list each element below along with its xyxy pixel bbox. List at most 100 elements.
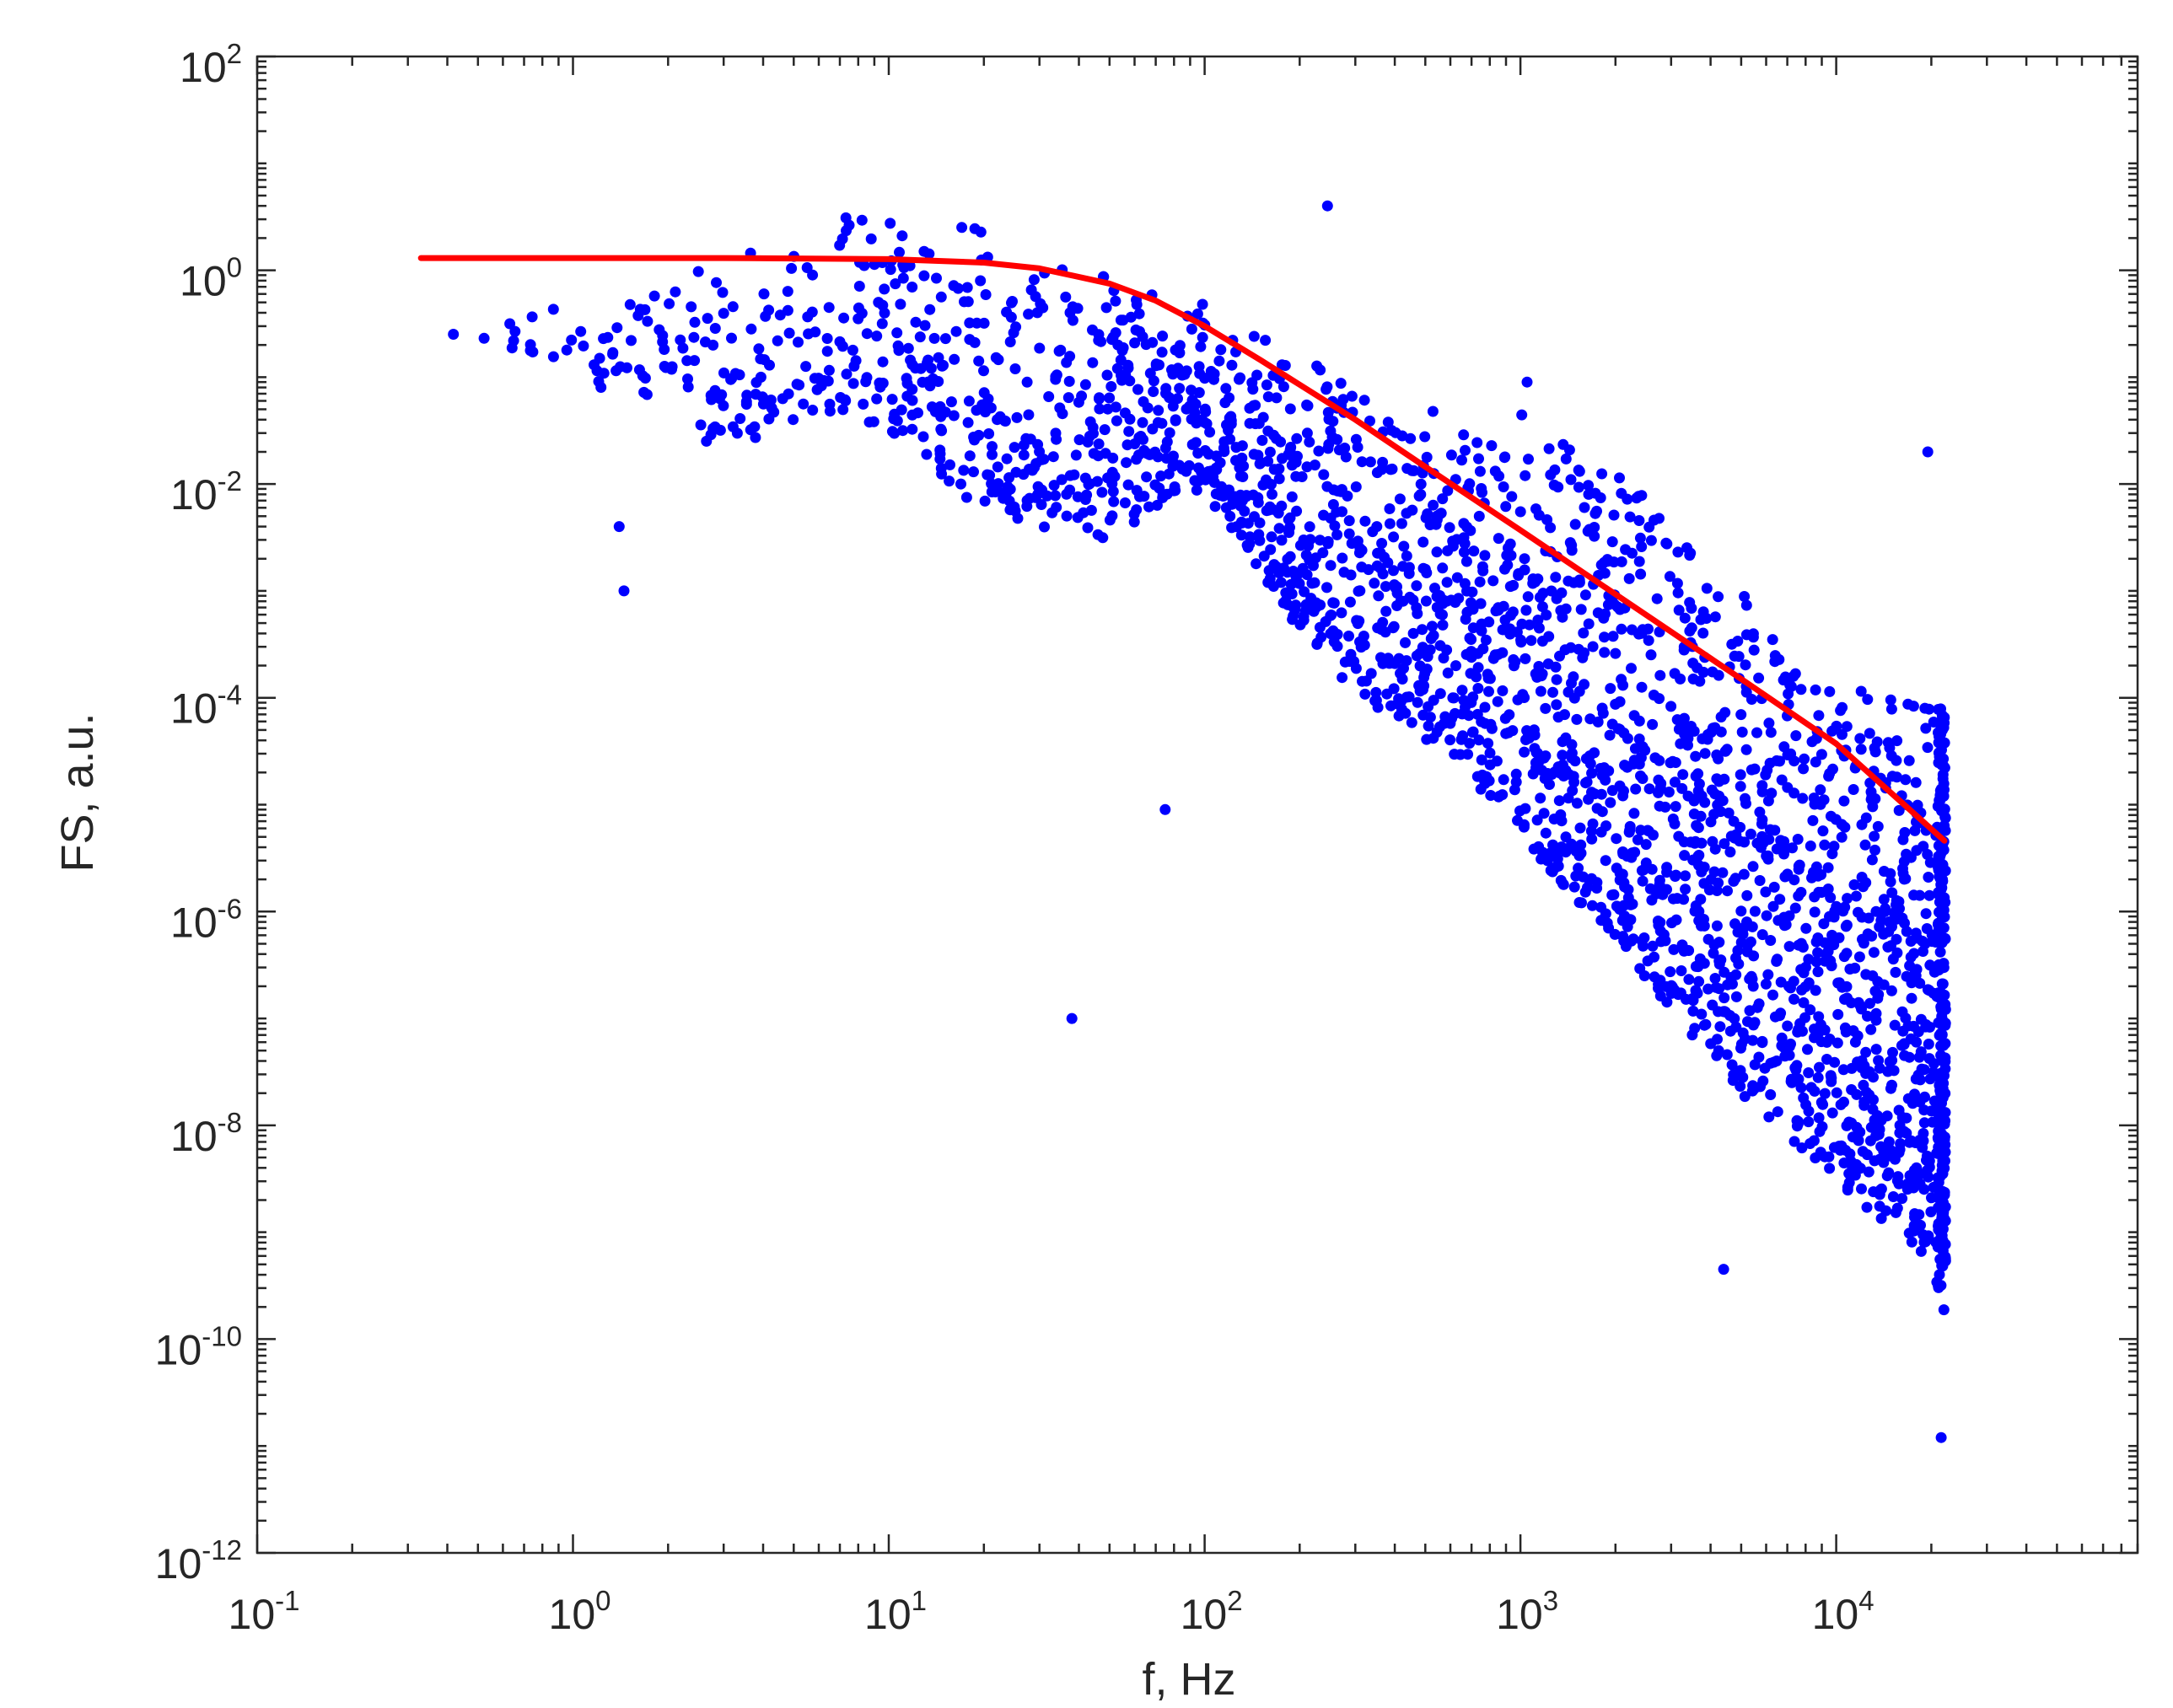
scatter-point	[547, 351, 559, 363]
scatter-point	[1643, 783, 1655, 795]
scatter-point	[1886, 887, 1898, 899]
scatter-point	[1707, 722, 1718, 734]
scatter-point	[1729, 918, 1740, 930]
scatter-point	[1934, 1097, 1946, 1109]
scatter-point	[1828, 911, 1840, 923]
scatter-point	[1854, 733, 1866, 744]
scatter-point	[686, 301, 697, 313]
scatter-point	[1848, 879, 1860, 890]
scatter-point	[1939, 1201, 1951, 1213]
scatter-point	[1291, 432, 1303, 444]
scatter-point	[1682, 733, 1694, 744]
scatter-point	[1812, 870, 1824, 882]
scatter-point	[1635, 568, 1647, 580]
scatter-point	[1799, 753, 1810, 765]
scatter-point	[1050, 490, 1061, 502]
scatter-point	[1554, 650, 1565, 662]
scatter-point	[705, 389, 717, 401]
scatter-point	[1829, 1056, 1841, 1068]
scatter-point	[1531, 814, 1543, 826]
scatter-point	[1774, 894, 1786, 905]
scatter-point	[1933, 1217, 1944, 1229]
scatter-point	[992, 414, 1003, 426]
scatter-point	[1740, 792, 1751, 804]
scatter-point	[1327, 416, 1339, 427]
scatter-point	[1364, 415, 1375, 427]
scatter-point	[1343, 528, 1355, 540]
scatter-point	[1711, 749, 1723, 760]
scatter-point	[1805, 1138, 1816, 1149]
scatter-point	[1898, 1039, 1910, 1050]
scatter-point	[1458, 429, 1470, 441]
scatter-point	[1823, 771, 1835, 782]
scatter-point	[1401, 691, 1412, 703]
scatter-point	[1367, 526, 1379, 538]
scatter-point	[1923, 1039, 1934, 1050]
scatter-point	[1476, 561, 1488, 572]
scatter-point	[1551, 593, 1563, 604]
scatter-point	[1565, 474, 1577, 486]
scatter-point	[731, 427, 743, 439]
scatter-point	[1643, 521, 1655, 533]
scatter-point	[1707, 835, 1718, 847]
scatter-point	[1630, 783, 1642, 795]
scatter-point	[1643, 623, 1654, 635]
scatter-point	[648, 290, 660, 302]
scatter-point	[1382, 416, 1394, 428]
scatter-point	[961, 282, 973, 293]
scatter-point	[1708, 948, 1719, 959]
scatter-point	[1592, 607, 1604, 619]
scatter-point	[912, 407, 923, 419]
scatter-point	[1782, 749, 1794, 760]
scatter-point	[1119, 497, 1131, 508]
scatter-point	[1501, 550, 1513, 561]
scatter-point	[1509, 656, 1521, 668]
scatter-point	[1523, 733, 1535, 744]
scatter-point	[836, 233, 848, 244]
scatter-point	[1060, 291, 1072, 303]
scatter-point	[1841, 919, 1853, 931]
scatter-point	[1919, 702, 1931, 714]
scatter-point	[1772, 915, 1784, 927]
scatter-point	[1858, 1096, 1870, 1108]
scatter-point	[1715, 954, 1727, 966]
scatter-point	[1583, 480, 1595, 491]
scatter-point	[1937, 1014, 1949, 1026]
scatter-point	[1483, 616, 1495, 628]
scatter-point	[964, 317, 976, 329]
scatter-point	[1540, 702, 1552, 714]
scatter-point	[1350, 481, 1362, 492]
scatter-outlier-point	[1159, 803, 1171, 815]
scatter-point	[992, 354, 1004, 366]
scatter-point	[936, 425, 948, 437]
scatter-point	[1493, 533, 1504, 545]
scatter-point	[1738, 868, 1750, 880]
scatter-point	[1841, 980, 1853, 992]
scatter-point	[1575, 847, 1587, 859]
scatter-outlier-point	[1718, 1264, 1729, 1276]
scatter-point	[726, 332, 737, 344]
scatter-point	[1910, 1137, 1922, 1148]
scatter-point	[1099, 424, 1111, 436]
scatter-point	[1732, 927, 1744, 938]
scatter-point	[1500, 501, 1512, 513]
scatter-point	[634, 303, 646, 315]
scatter-point	[1882, 1066, 1894, 1077]
scatter-point	[718, 400, 729, 411]
scatter-point	[1352, 442, 1364, 453]
scatter-point	[1391, 581, 1402, 593]
scatter-point	[1551, 674, 1563, 685]
scatter-point	[1380, 581, 1391, 593]
scatter-point	[837, 404, 849, 416]
scatter-point	[1709, 973, 1721, 984]
scatter-point	[1838, 795, 1850, 807]
scatter-point	[1128, 516, 1140, 528]
scatter-outlier-point	[613, 521, 625, 533]
scatter-point	[1010, 321, 1022, 333]
scatter-outlier-point	[1521, 376, 1533, 388]
scatter-point	[1265, 544, 1277, 556]
scatter-point	[1792, 834, 1804, 845]
scatter-point	[1887, 1191, 1899, 1202]
scatter-point	[1909, 824, 1921, 836]
scatter-point	[865, 233, 877, 244]
